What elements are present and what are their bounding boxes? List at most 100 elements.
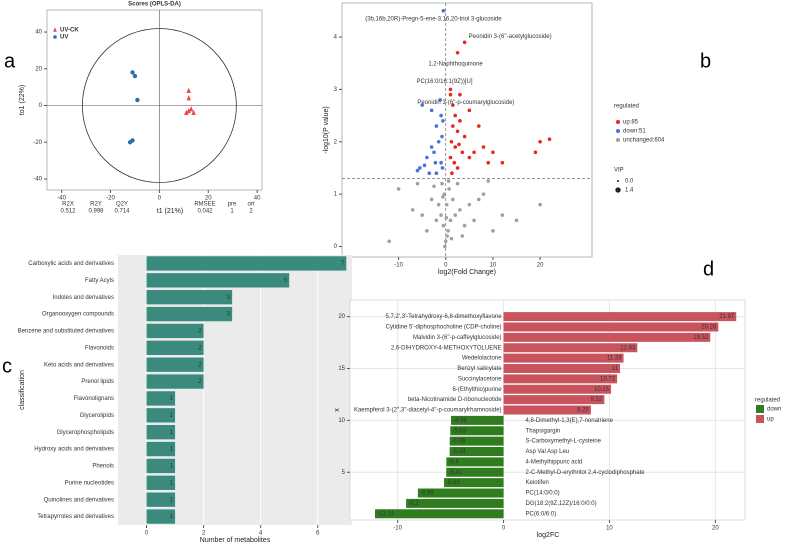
bar bbox=[406, 498, 504, 508]
annotation: PC(16:0/16:1(9Z))[U] bbox=[416, 79, 472, 85]
point bbox=[455, 181, 460, 186]
value-label: 1 bbox=[170, 480, 174, 486]
stat-value: 2 bbox=[249, 209, 253, 215]
category-label: DG(18:2(9Z,12Z)/16:0/0:0) bbox=[526, 501, 597, 507]
category-label: Keto acids and derivatives bbox=[44, 362, 114, 368]
category-label: 4-Methylhippuric acid bbox=[526, 459, 583, 465]
bar bbox=[503, 395, 605, 405]
bar bbox=[417, 488, 504, 498]
y-tick-label: -40 bbox=[33, 177, 42, 183]
point bbox=[460, 234, 465, 238]
point bbox=[538, 139, 542, 144]
value-label: 2 bbox=[198, 362, 202, 368]
legend-swatch bbox=[616, 120, 620, 124]
bar bbox=[503, 312, 737, 322]
value-label: 10.72 bbox=[600, 376, 616, 382]
x-axis-label: log2FC bbox=[537, 532, 560, 539]
value-label: 8.25 bbox=[577, 408, 589, 414]
category-label: Benzyl salicylate bbox=[457, 366, 502, 372]
category-label: Thapsigargin bbox=[526, 428, 561, 434]
value-label: 7 bbox=[341, 261, 345, 267]
point bbox=[441, 9, 446, 13]
y-tick-label: -20 bbox=[33, 140, 42, 146]
stat-label: ort bbox=[247, 202, 254, 208]
y-axis-label: -log10(P value) bbox=[323, 106, 330, 153]
point bbox=[440, 166, 445, 170]
category-label: 5,7,2',3'-Tetrahydroxy-6,8-dimethoxyflav… bbox=[386, 314, 503, 320]
point bbox=[458, 92, 462, 97]
x-axis-label: log2(Fold Change) bbox=[438, 269, 496, 276]
category-label: Cytidine 5'-diphosphocholine (CDP-cholin… bbox=[386, 325, 502, 331]
legend-title: regulated bbox=[614, 104, 639, 110]
y-axis-label: to1 (22%) bbox=[19, 85, 26, 115]
point bbox=[455, 166, 460, 170]
point bbox=[486, 179, 491, 183]
point bbox=[440, 134, 444, 139]
point bbox=[455, 50, 460, 55]
point bbox=[481, 192, 486, 196]
point bbox=[444, 215, 449, 220]
value-label: 10.15 bbox=[594, 387, 610, 393]
category-label: Wedelolactone bbox=[462, 356, 502, 362]
value-label: 19.52 bbox=[693, 335, 709, 341]
chart-title: Scores (OPLS-DA) bbox=[128, 2, 181, 8]
bar bbox=[451, 415, 504, 425]
point bbox=[415, 181, 420, 186]
point bbox=[472, 218, 476, 223]
legend-label: up bbox=[767, 417, 774, 423]
point bbox=[491, 150, 495, 155]
point bbox=[396, 187, 401, 191]
point bbox=[500, 160, 505, 165]
value-label: -5.09 bbox=[452, 449, 466, 455]
point bbox=[446, 229, 450, 233]
plot-frame bbox=[341, 2, 593, 258]
point bbox=[514, 218, 519, 223]
category-label: Asp Val Asp Leu bbox=[526, 449, 570, 455]
value-label: 9.52 bbox=[591, 397, 603, 403]
point bbox=[186, 107, 191, 114]
point bbox=[462, 40, 467, 45]
y-tick-label: 20 bbox=[338, 314, 345, 320]
category-label: Succinylacetone bbox=[458, 376, 502, 382]
category-label: Kelotifen bbox=[526, 480, 549, 486]
bar bbox=[146, 340, 204, 355]
value-label: 1 bbox=[170, 396, 174, 402]
stat-label: R2X bbox=[62, 202, 74, 208]
x-tick-label: 20 bbox=[712, 526, 719, 532]
y-tick-label: 20 bbox=[35, 66, 42, 72]
bar bbox=[446, 467, 504, 477]
bar bbox=[503, 353, 624, 363]
point bbox=[420, 213, 424, 217]
x-axis-label: Number of metabolites bbox=[200, 537, 271, 544]
point bbox=[460, 150, 465, 155]
value-label: 2 bbox=[198, 345, 202, 351]
category-label: Indoles and derivatives bbox=[53, 295, 114, 301]
category-label: Flavonoids bbox=[85, 345, 114, 351]
point bbox=[447, 187, 451, 191]
point bbox=[186, 94, 191, 101]
size-legend-label: 1.4 bbox=[625, 188, 634, 194]
value-label: 2 bbox=[198, 379, 202, 385]
point bbox=[467, 202, 472, 207]
point bbox=[439, 113, 443, 118]
point bbox=[458, 208, 462, 212]
category-label: 2-C-Methyl-D-erythritol 2,4-cyclodiphosp… bbox=[526, 470, 646, 476]
value-label: 1 bbox=[170, 464, 174, 470]
panel-letter: d bbox=[703, 258, 714, 280]
point bbox=[462, 134, 467, 139]
stat-value: 0.714 bbox=[114, 209, 130, 215]
bar bbox=[503, 343, 638, 353]
point bbox=[467, 108, 472, 113]
bar bbox=[503, 384, 612, 394]
size-legend-title: VIP bbox=[614, 168, 624, 174]
point bbox=[429, 108, 434, 113]
y-tick-label: 0 bbox=[334, 244, 338, 250]
category-label: Glycerolipids bbox=[80, 413, 114, 419]
x-axis-label: t1 (21%) bbox=[157, 208, 183, 215]
stat-label: R2Y bbox=[90, 202, 102, 208]
point bbox=[433, 160, 438, 165]
point bbox=[429, 197, 434, 202]
value-label: 12.63 bbox=[620, 345, 636, 351]
y-tick-label: 10 bbox=[338, 418, 345, 424]
